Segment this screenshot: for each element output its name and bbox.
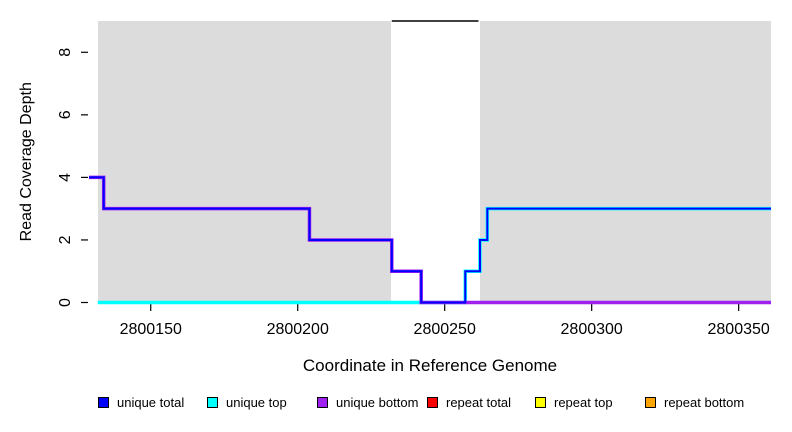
legend-label: repeat total bbox=[446, 394, 512, 410]
x-axis-title: Coordinate in Reference Genome bbox=[303, 356, 557, 375]
unique-total-swatch-icon bbox=[98, 396, 109, 408]
legend-item-unique-bottom: unique bottom bbox=[317, 392, 418, 412]
series-unique-total bbox=[89, 176, 771, 304]
legend-label: repeat bottom bbox=[664, 394, 745, 410]
unique-region-right bbox=[479, 21, 771, 304]
unique-top-swatch-icon bbox=[207, 396, 218, 408]
x-axis-tick-label: 2800300 bbox=[561, 321, 623, 338]
legend-label: unique bottom bbox=[336, 394, 419, 410]
x-axis-tick-label: 2800200 bbox=[267, 321, 329, 338]
legend-item-repeat-bottom: repeat bottom bbox=[645, 392, 744, 412]
y-axis-tick-label: 0 bbox=[57, 298, 74, 307]
repeat-bottom-swatch-icon bbox=[645, 396, 656, 408]
legend: unique total unique top unique bottom re… bbox=[0, 392, 792, 416]
legend-item-unique-top: unique top bbox=[207, 392, 287, 412]
unique-bottom-swatch-icon bbox=[317, 396, 328, 408]
x-axis-tick-label: 2800250 bbox=[414, 321, 476, 338]
y-axis-tick-label: 2 bbox=[57, 235, 74, 244]
y-axis-tick-label: 4 bbox=[57, 173, 74, 182]
legend-item-repeat-top: repeat top bbox=[535, 392, 613, 412]
repeat-total-swatch-icon bbox=[427, 396, 438, 408]
unique-region-left bbox=[97, 21, 391, 304]
legend-label: unique total bbox=[117, 394, 185, 410]
y-axis-tick-label: 8 bbox=[57, 48, 74, 57]
legend-label: unique top bbox=[226, 394, 287, 410]
repeat-top-swatch-icon bbox=[535, 396, 546, 408]
y-axis-title: Read Coverage Depth bbox=[18, 82, 35, 241]
y-axis-tick-label: 6 bbox=[57, 110, 74, 119]
legend-item-repeat-total: repeat total bbox=[427, 392, 511, 412]
legend-label: repeat top bbox=[554, 394, 613, 410]
x-axis-tick-label: 2800150 bbox=[120, 321, 182, 338]
legend-item-unique-total: unique total bbox=[98, 392, 184, 412]
x-axis-tick-label: 2800350 bbox=[708, 321, 770, 338]
